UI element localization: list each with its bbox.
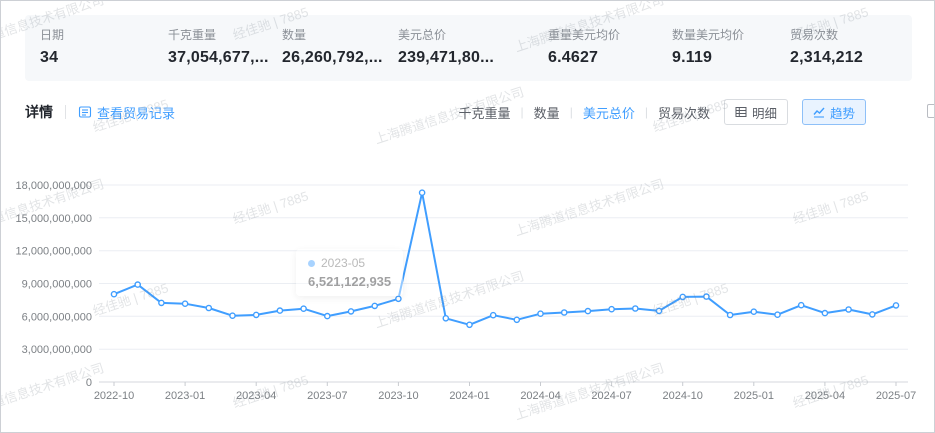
svg-text:2023-07: 2023-07 bbox=[307, 390, 347, 402]
toolbar: 详情 查看贸易记录 千克重量 | 数量 | 美元总价 | 贸易次数 bbox=[25, 98, 866, 126]
svg-text:3,000,000,000: 3,000,000,000 bbox=[22, 344, 92, 356]
svg-text:2024-07: 2024-07 bbox=[591, 390, 631, 402]
stat-card-6: 数量美元均价 9.119 bbox=[672, 26, 790, 67]
metric-option-3[interactable]: 美元总价 bbox=[582, 105, 635, 121]
stat-card-7: 贸易次数 2,314,212 bbox=[790, 26, 912, 67]
stat-value: 37,054,677,... bbox=[168, 49, 269, 66]
line-chart-icon bbox=[813, 107, 825, 118]
svg-text:6,000,000,000: 6,000,000,000 bbox=[22, 311, 92, 323]
svg-text:9,000,000,000: 9,000,000,000 bbox=[22, 279, 92, 291]
stats-bar: 日期 34 千克重量 37,054,677,... 数量 26,260,792,... 美元… bbox=[25, 15, 912, 81]
trend-chart-svg[interactable]: 0 3,000,000,000 6,000,000,000 9,000,000,000… bbox=[15, 149, 923, 407]
metric-separator: | bbox=[644, 105, 648, 119]
stat-label: 千克重量 bbox=[168, 28, 217, 42]
svg-text:15,000,000,000: 15,000,000,000 bbox=[16, 213, 92, 225]
svg-text:2025-01: 2025-01 bbox=[734, 390, 774, 402]
stat-label: 数量 bbox=[282, 28, 307, 42]
stat-value: 34 bbox=[40, 49, 59, 66]
records-document-icon bbox=[78, 106, 92, 118]
svg-text:2025-04: 2025-04 bbox=[805, 390, 845, 402]
stat-value: 9.119 bbox=[672, 49, 713, 66]
trend-view-button[interactable]: 趋势 bbox=[801, 99, 866, 125]
stat-card-1: 日期 34 bbox=[40, 26, 168, 67]
detail-view-label: 明细 bbox=[751, 106, 777, 121]
svg-text:2022-10: 2022-10 bbox=[94, 390, 134, 402]
metric-option-1[interactable]: 千克重量 bbox=[458, 105, 511, 121]
metric-separator: | bbox=[520, 105, 524, 119]
vertical-divider bbox=[65, 105, 66, 119]
trend-chart: 0 3,000,000,000 6,000,000,000 9,000,000,000… bbox=[15, 149, 923, 407]
svg-text:2024-04: 2024-04 bbox=[520, 390, 560, 402]
svg-text:2023-10: 2023-10 bbox=[378, 390, 418, 402]
metric-switch: 千克重量 | 数量 | 美元总价 | 贸易次数 bbox=[459, 103, 710, 122]
stat-label: 日期 bbox=[40, 28, 65, 42]
svg-text:0: 0 bbox=[86, 377, 92, 389]
metric-option-4[interactable]: 贸易次数 bbox=[657, 105, 710, 121]
svg-text:2025-07: 2025-07 bbox=[876, 390, 916, 402]
metric-separator: | bbox=[569, 105, 573, 119]
toolbar-right: 千克重量 | 数量 | 美元总价 | 贸易次数 明细 趋势 bbox=[459, 99, 866, 125]
trend-view-label: 趋势 bbox=[829, 106, 855, 121]
table-icon bbox=[735, 107, 747, 117]
expand-icon-partial[interactable] bbox=[927, 104, 934, 118]
stat-card-5: 重量美元均价 6.4627 bbox=[548, 26, 672, 67]
detail-view-button[interactable]: 明细 bbox=[723, 99, 788, 125]
stat-card-3: 数量 26,260,792,... bbox=[282, 26, 398, 67]
svg-text:2023-01: 2023-01 bbox=[165, 390, 205, 402]
view-trade-records-link[interactable]: 查看贸易记录 bbox=[78, 103, 175, 122]
toolbar-left: 详情 查看贸易记录 bbox=[25, 102, 175, 122]
stat-card-4: 美元总价 239,471,80... bbox=[398, 26, 548, 67]
svg-text:12,000,000,000: 12,000,000,000 bbox=[16, 246, 92, 258]
stat-label: 数量美元均价 bbox=[672, 28, 745, 42]
svg-text:2024-10: 2024-10 bbox=[663, 390, 703, 402]
stat-value: 6.4627 bbox=[548, 49, 599, 66]
svg-text:2024-01: 2024-01 bbox=[449, 390, 489, 402]
stat-label: 贸易次数 bbox=[790, 28, 839, 42]
watermark-text: 上海腾道信息技术有限公司 bbox=[932, 265, 934, 331]
stat-label: 美元总价 bbox=[398, 28, 447, 42]
stat-value: 26,260,792,... bbox=[282, 49, 383, 66]
view-trade-records-label: 查看贸易记录 bbox=[97, 105, 176, 121]
stat-value: 239,471,80... bbox=[398, 49, 495, 66]
metric-option-2[interactable]: 数量 bbox=[533, 105, 560, 121]
details-title: 详情 bbox=[25, 104, 53, 120]
stat-card-2: 千克重量 37,054,677,... bbox=[168, 26, 282, 67]
svg-text:18,000,000,000: 18,000,000,000 bbox=[16, 180, 92, 192]
svg-text:2023-04: 2023-04 bbox=[236, 390, 276, 402]
stat-label: 重量美元均价 bbox=[548, 28, 621, 42]
stat-value: 2,314,212 bbox=[790, 49, 863, 66]
